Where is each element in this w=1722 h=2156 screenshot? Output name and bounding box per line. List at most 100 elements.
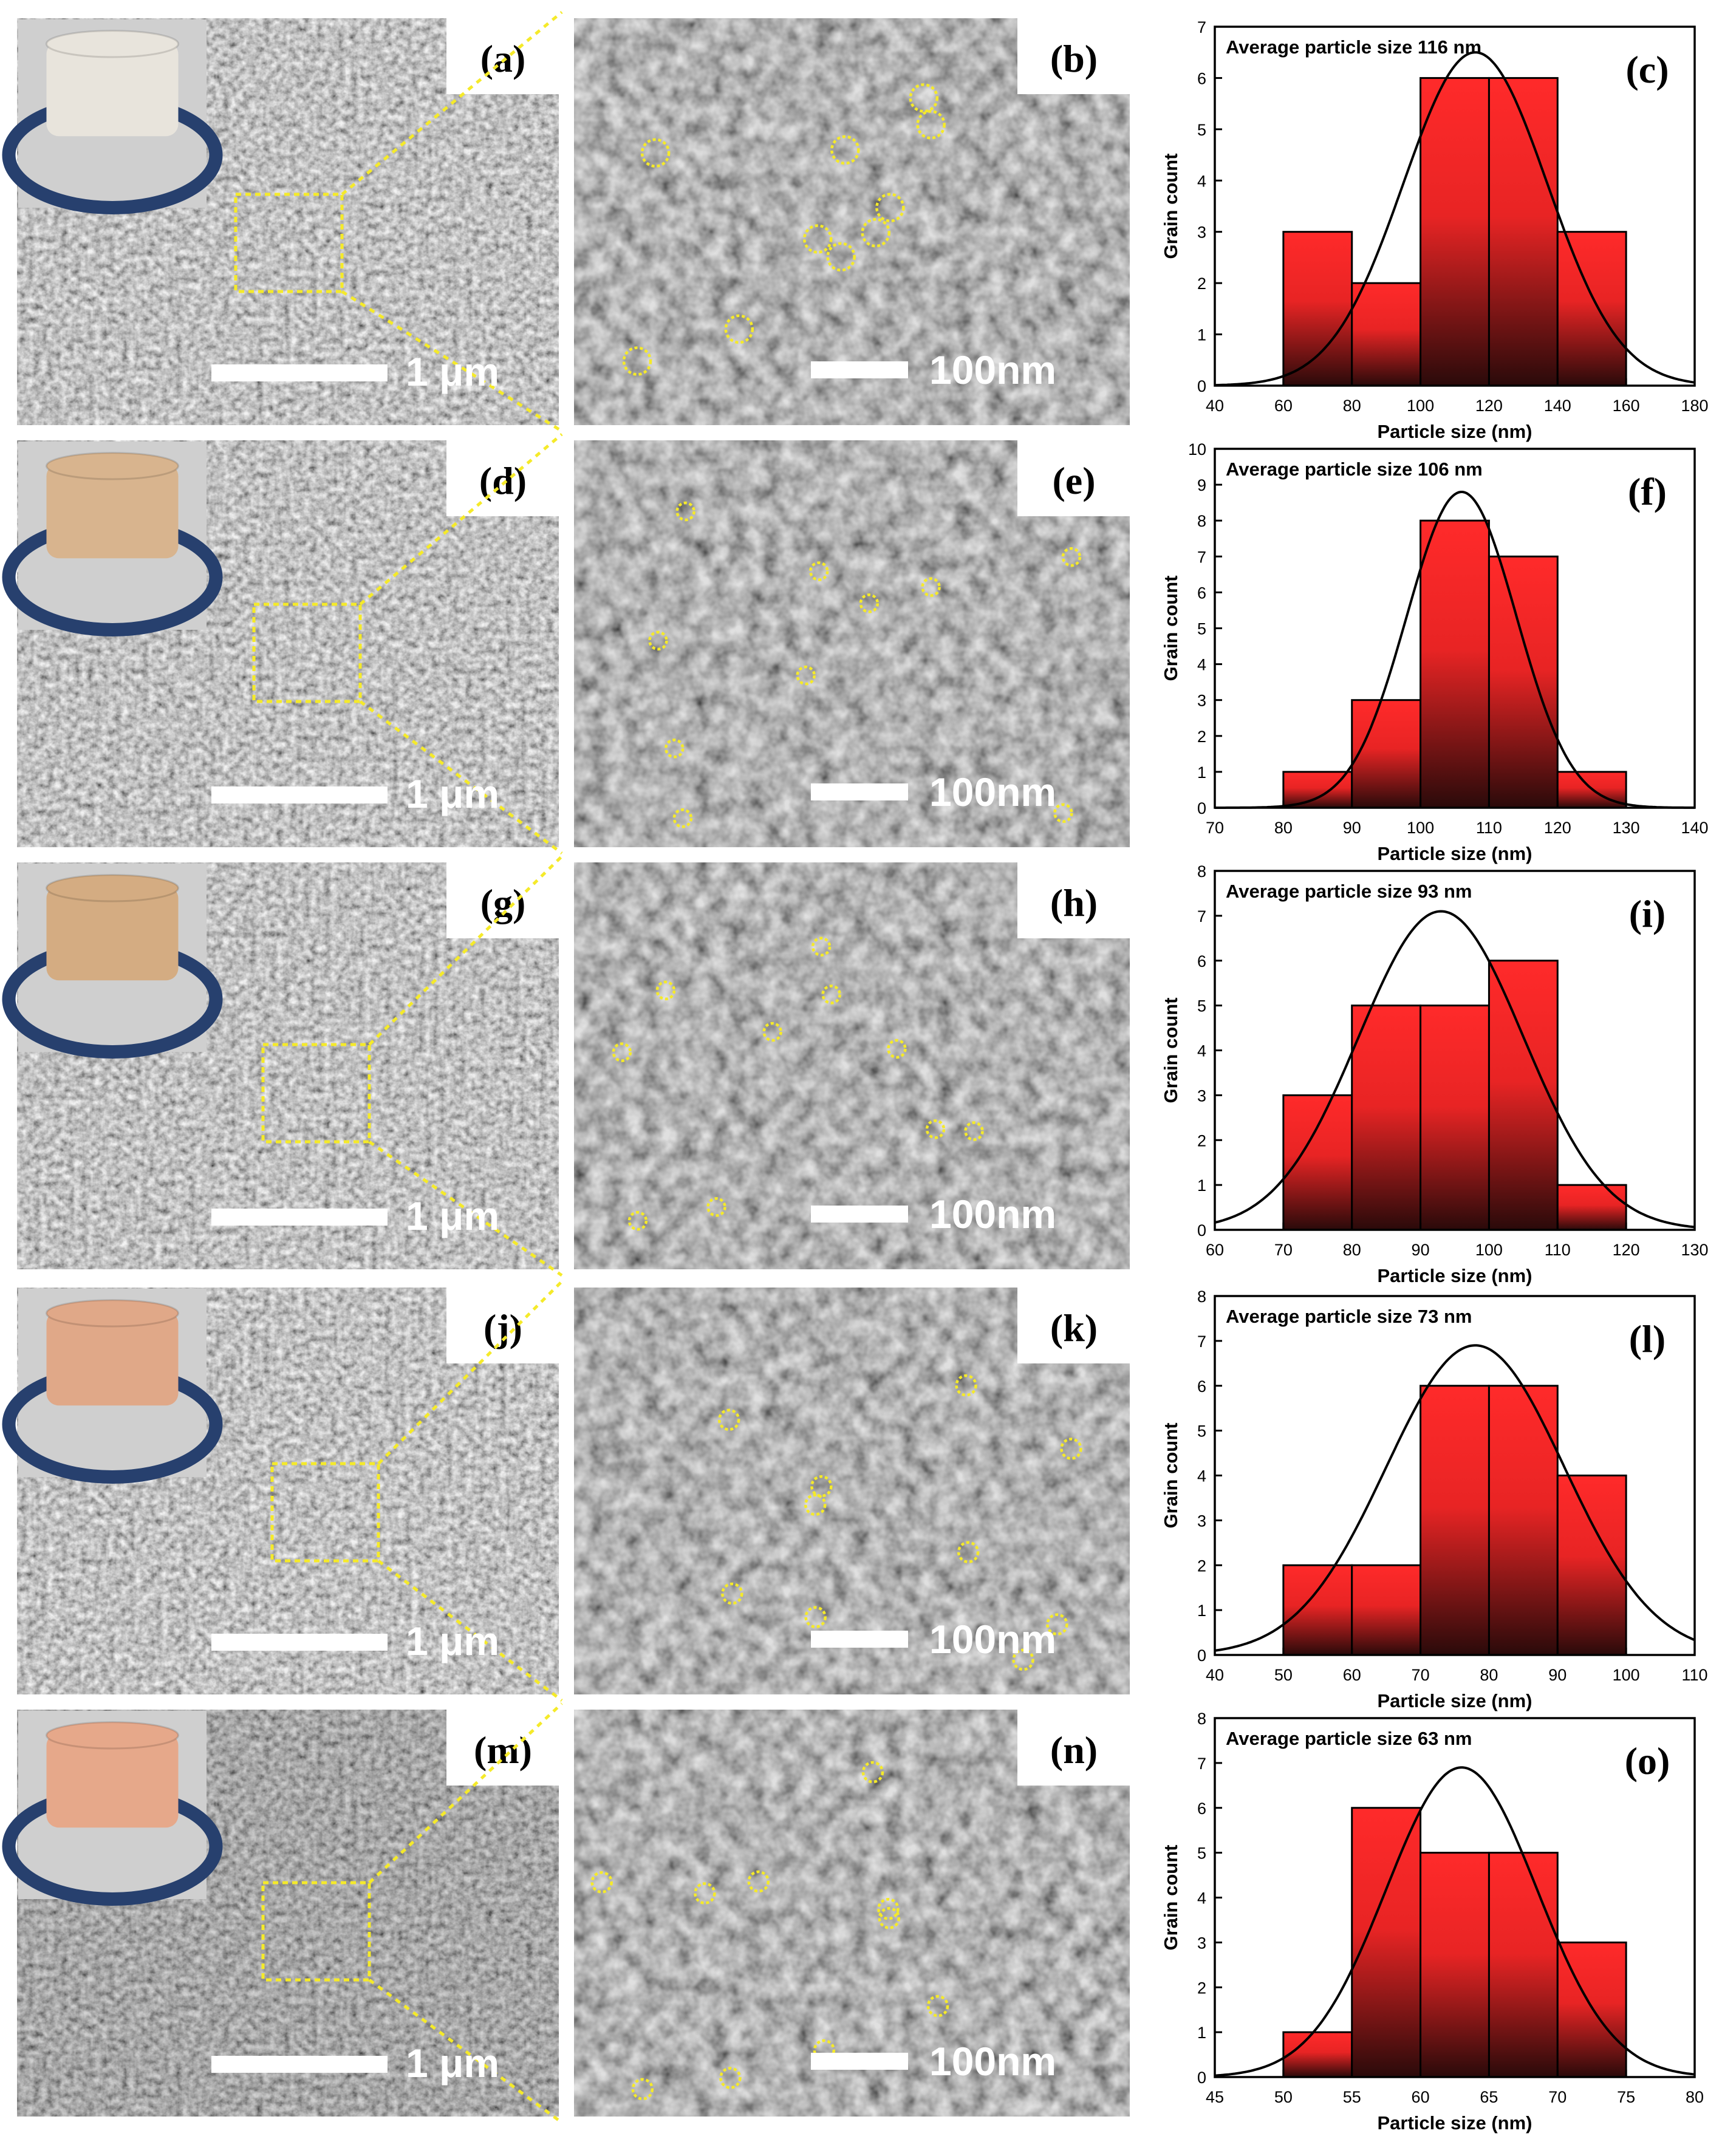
x-tick-label: 140 bbox=[1544, 397, 1571, 415]
chart-annotation: Average particle size 73 nm bbox=[1226, 1306, 1472, 1327]
panel-label-text: (g) bbox=[480, 881, 526, 924]
histogram-chart: 60 70 80 90 100 110 120 130 0 1 2 3 4 5 6 7 8 Average par… bbox=[1160, 862, 1709, 1286]
particle-marker bbox=[810, 1475, 833, 1498]
particle-marker bbox=[804, 1493, 827, 1516]
sample-pellet bbox=[46, 42, 179, 137]
histogram-bar bbox=[1351, 1005, 1422, 1231]
histogram-bar bbox=[1282, 2031, 1353, 2078]
particle-marker bbox=[706, 1197, 726, 1217]
particle-marker bbox=[721, 1582, 743, 1605]
x-tick-label: 110 bbox=[1681, 1666, 1707, 1684]
panel-label: (k) bbox=[1017, 1288, 1130, 1363]
sem-image-low-mag: (j) 1 μm bbox=[2, 1280, 563, 1702]
scale-bar bbox=[211, 364, 388, 381]
particle-marker bbox=[717, 1408, 740, 1431]
sem-image-low-mag: (a) 1 μm bbox=[2, 11, 563, 433]
histogram-chart: 40 50 60 70 80 90 100 110 0 1 2 3 4 5 6 7 8 Average parti… bbox=[1160, 1288, 1708, 1711]
x-tick-label: 110 bbox=[1545, 1241, 1571, 1259]
y-tick-label: 7 bbox=[1197, 18, 1206, 36]
sample-photo bbox=[2, 1289, 223, 1484]
scale-bar bbox=[211, 2056, 388, 2073]
scale-bar-label: 1 μm bbox=[406, 771, 499, 816]
x-tick-label: 60 bbox=[1206, 1241, 1224, 1259]
x-tick-label: 80 bbox=[1686, 2088, 1704, 2106]
y-tick-label: 3 bbox=[1197, 692, 1206, 710]
zoom-region-box bbox=[261, 1881, 371, 1982]
particle-marker bbox=[859, 593, 880, 613]
histogram-bar bbox=[1420, 1385, 1490, 1656]
y-tick-label: 8 bbox=[1197, 862, 1206, 881]
label-box bbox=[446, 440, 559, 516]
scale-bar bbox=[811, 1206, 908, 1223]
x-tick-label: 60 bbox=[1274, 397, 1293, 415]
y-tick-label: 2 bbox=[1197, 1979, 1206, 1997]
panel-label: (n) bbox=[1017, 1710, 1130, 1786]
particle-marker bbox=[590, 1871, 613, 1894]
x-tick-label: 120 bbox=[1544, 819, 1571, 837]
panel-label-text: (m) bbox=[474, 1728, 532, 1772]
histogram-bar bbox=[1351, 1564, 1422, 1656]
x-axis-label: Particle size (nm) bbox=[1378, 421, 1532, 442]
particle-marker bbox=[1061, 547, 1082, 567]
particle-marker bbox=[964, 1121, 984, 1141]
scale-bar bbox=[811, 783, 908, 800]
sample-photo bbox=[2, 1711, 223, 1906]
particle-marker bbox=[813, 2039, 836, 2062]
panel-label: (m) bbox=[446, 1710, 559, 1786]
x-tick-label: 160 bbox=[1613, 397, 1640, 415]
y-axis-label: Grain count bbox=[1160, 576, 1181, 681]
zoom-region-box bbox=[234, 193, 344, 293]
panel-label-text: (k) bbox=[1050, 1306, 1098, 1349]
y-tick-label: 6 bbox=[1197, 1377, 1206, 1396]
scale-bar bbox=[211, 786, 388, 803]
panel-label-text: (j) bbox=[483, 1306, 522, 1349]
y-tick-label: 4 bbox=[1197, 1467, 1206, 1486]
x-tick-label: 80 bbox=[1343, 397, 1361, 415]
y-tick-label: 2 bbox=[1197, 275, 1206, 293]
x-tick-label: 180 bbox=[1681, 397, 1708, 415]
x-tick-label: 60 bbox=[1343, 1666, 1361, 1684]
y-tick-label: 2 bbox=[1197, 1131, 1206, 1150]
particle-marker bbox=[878, 1907, 901, 1929]
sample-pellet bbox=[46, 464, 179, 559]
figure-row: (g) 1 μm (h) 100nm 60 70 80 90 100 110 120 130 0 1 2 3 4… bbox=[2, 855, 1709, 1286]
x-tick-label: 70 bbox=[1274, 1241, 1293, 1259]
x-tick-label: 45 bbox=[1206, 2088, 1224, 2106]
label-box bbox=[1017, 862, 1130, 938]
particle-marker bbox=[627, 1210, 648, 1231]
y-axis-label: Grain count bbox=[1160, 1423, 1181, 1529]
x-tick-label: 110 bbox=[1476, 819, 1502, 837]
y-tick-label: 8 bbox=[1197, 1288, 1206, 1306]
scale-bar-label: 100nm bbox=[929, 347, 1056, 392]
sample-top-face bbox=[46, 452, 179, 480]
y-tick-label: 2 bbox=[1197, 728, 1206, 746]
particle-marker bbox=[612, 1042, 632, 1062]
y-tick-label: 1 bbox=[1197, 1602, 1206, 1620]
histogram-chart: 70 80 90 100 110 120 130 140 0 1 2 3 4 5 6 7 8 9 10 Average… bbox=[1160, 440, 1709, 864]
particle-marker bbox=[1060, 1438, 1082, 1460]
chart-annotation: Average particle size 106 nm bbox=[1226, 459, 1483, 480]
panel-label-text: (h) bbox=[1050, 881, 1098, 924]
particle-marker bbox=[622, 346, 652, 376]
particle-marker bbox=[631, 2078, 654, 2101]
particle-marker bbox=[955, 1374, 977, 1397]
zoom-region-box bbox=[252, 602, 362, 703]
particle-marker bbox=[861, 1761, 884, 1784]
particle-marker bbox=[957, 1541, 980, 1564]
x-tick-label: 90 bbox=[1343, 819, 1361, 837]
label-box bbox=[1017, 18, 1130, 94]
scale-bar bbox=[811, 361, 908, 378]
panel-label-text: (c) bbox=[1625, 48, 1669, 91]
zoom-region-box bbox=[261, 1043, 371, 1144]
y-tick-label: 0 bbox=[1197, 2069, 1206, 2087]
gaussian-fit-line bbox=[1214, 51, 1695, 387]
histogram-bar bbox=[1488, 555, 1559, 809]
y-tick-label: 3 bbox=[1197, 1087, 1206, 1105]
histogram-bar bbox=[1556, 1184, 1627, 1231]
zoom-region-box bbox=[270, 1462, 380, 1563]
panel-label-text: (l) bbox=[1629, 1317, 1666, 1360]
y-tick-label: 0 bbox=[1197, 377, 1206, 395]
y-tick-label: 7 bbox=[1197, 1332, 1206, 1351]
sem-image-high-mag: (b) 100nm bbox=[574, 18, 1130, 425]
particle-marker bbox=[1012, 1648, 1034, 1671]
